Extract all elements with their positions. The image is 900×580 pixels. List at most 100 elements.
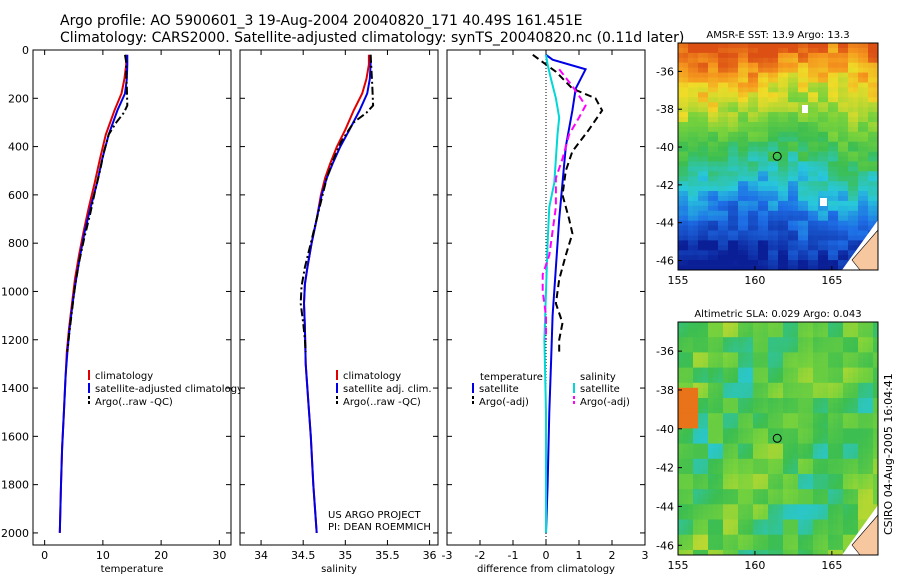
map-cell xyxy=(743,529,749,536)
map-cell xyxy=(718,539,724,546)
map-cell xyxy=(703,443,709,450)
map-cell xyxy=(783,433,789,439)
map-cell xyxy=(778,112,784,118)
map-cell xyxy=(778,72,784,78)
map-cell xyxy=(743,413,749,419)
map-cell xyxy=(818,176,824,182)
map-cell xyxy=(748,43,754,49)
map-cell xyxy=(773,255,779,261)
map-cell xyxy=(813,514,819,520)
map-cell xyxy=(703,514,709,520)
map-cell xyxy=(848,499,854,505)
map-cell xyxy=(818,205,824,212)
map-cell xyxy=(828,210,834,217)
map-cell xyxy=(768,327,774,333)
map-cell xyxy=(783,327,789,333)
map-cell xyxy=(833,112,839,118)
map-cell xyxy=(873,215,879,221)
map-cell xyxy=(718,474,724,480)
map-cell xyxy=(873,372,879,379)
map-cell xyxy=(838,245,844,251)
map-cell xyxy=(778,443,784,450)
map-cell xyxy=(773,200,779,207)
map-cell xyxy=(793,549,799,556)
map-cell xyxy=(818,215,824,221)
map-cell xyxy=(713,186,719,192)
map-cell xyxy=(853,245,859,251)
map-cell xyxy=(813,230,819,236)
map-cell xyxy=(838,97,844,103)
map-cell xyxy=(708,474,714,480)
map-cell xyxy=(838,117,844,123)
map-cell xyxy=(748,82,754,88)
map-cell xyxy=(803,413,809,419)
map-cell xyxy=(793,47,799,54)
map-cell xyxy=(853,494,859,500)
map-cell xyxy=(828,479,834,485)
map-cell xyxy=(718,161,724,167)
map-cell xyxy=(783,534,789,541)
map-cell xyxy=(813,529,819,536)
map-cell xyxy=(803,77,809,83)
map-cell xyxy=(828,458,834,465)
map-cell xyxy=(698,186,704,192)
map-cell xyxy=(703,418,709,424)
map-cell xyxy=(848,186,854,192)
map-cell xyxy=(718,136,724,143)
map-cell xyxy=(728,97,734,103)
map-cell xyxy=(708,126,714,133)
map-cell xyxy=(683,428,689,434)
map-cell xyxy=(788,146,794,152)
map-cell xyxy=(733,117,739,123)
map-title: Altimetric SLA: 0.029 Argo: 0.043 xyxy=(694,309,861,320)
map-cell xyxy=(788,141,794,147)
map-cell xyxy=(773,382,779,389)
map-cell xyxy=(828,332,834,338)
map-cell xyxy=(773,205,779,212)
map-cell xyxy=(713,52,719,59)
map-cell xyxy=(738,514,744,520)
map-cell xyxy=(723,200,729,207)
map-cell xyxy=(778,215,784,221)
map-y-tick-label: -46 xyxy=(656,539,674,552)
map-cell xyxy=(803,489,809,495)
map-cell xyxy=(678,438,684,444)
map-cell xyxy=(768,205,774,212)
map-cell xyxy=(768,494,774,500)
map-cell xyxy=(743,52,749,59)
map-cell xyxy=(783,122,789,128)
map-cell xyxy=(748,176,754,182)
map-cell xyxy=(763,489,769,495)
map-cell xyxy=(773,362,779,368)
map-cell xyxy=(813,196,819,202)
map-cell xyxy=(813,387,819,394)
map-cell xyxy=(828,387,834,394)
map-cell xyxy=(703,377,709,384)
map-cell xyxy=(758,423,764,429)
map-cell xyxy=(808,468,814,475)
map-cell xyxy=(853,67,859,73)
map-cell xyxy=(728,524,734,531)
map-cell xyxy=(778,52,784,59)
map-cell xyxy=(733,67,739,73)
map-cell xyxy=(683,519,689,525)
map-cell xyxy=(853,362,859,368)
map-cell xyxy=(728,72,734,78)
map-cell xyxy=(818,387,824,394)
map-cell xyxy=(753,112,759,118)
map-cell xyxy=(838,544,844,551)
map-cell xyxy=(798,463,804,470)
map-cell xyxy=(858,367,864,374)
map-cell xyxy=(808,403,814,409)
map-cell xyxy=(683,438,689,444)
map-cell xyxy=(703,423,709,429)
map-cell xyxy=(828,245,834,251)
map-cell xyxy=(768,392,774,399)
map-cell xyxy=(763,372,769,379)
map-cell xyxy=(798,122,804,128)
map-cell xyxy=(743,382,749,389)
map-cell xyxy=(863,146,869,152)
map-cell xyxy=(718,146,724,152)
map-cell xyxy=(763,428,769,434)
map-cell xyxy=(808,265,814,271)
